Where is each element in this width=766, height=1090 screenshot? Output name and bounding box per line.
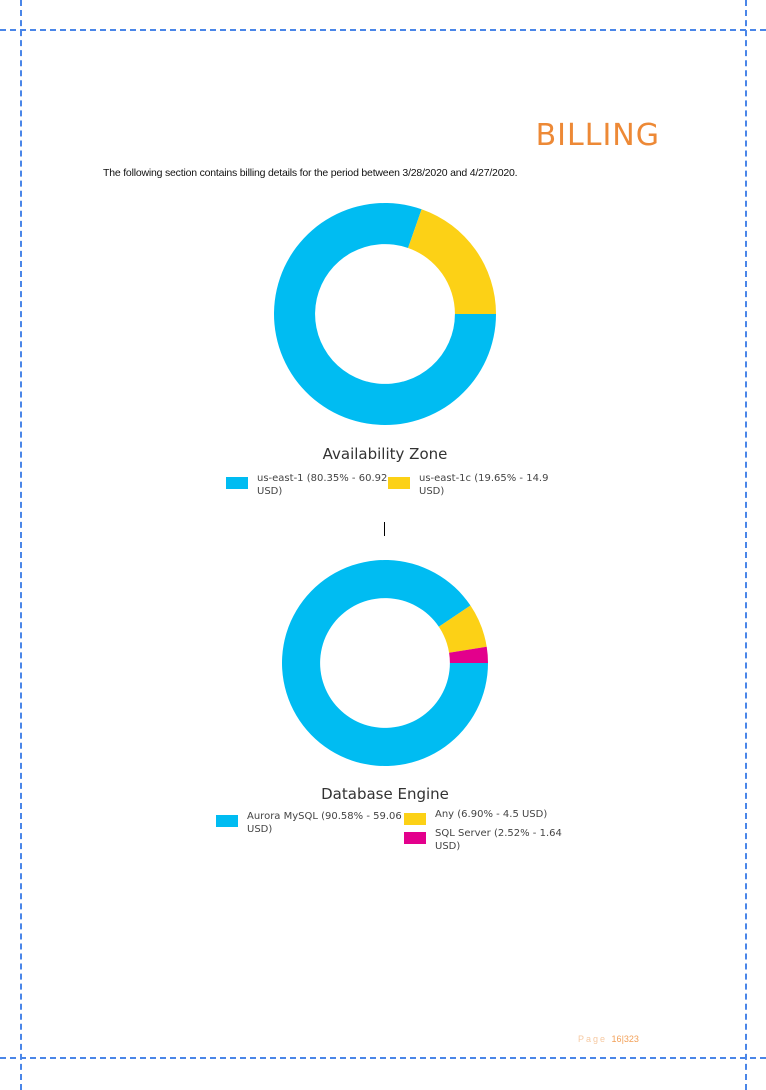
slice-any xyxy=(438,605,487,653)
slice-us-east-1c xyxy=(408,209,496,314)
legend-item-sql-server: SQL Server (2.52% - 1.64 USD) xyxy=(404,827,562,853)
intro-text: The following section contains billing d… xyxy=(103,167,518,179)
legend-label: SQL Server (2.52% - 1.64 xyxy=(435,828,562,839)
page-title: BILLING xyxy=(535,118,660,153)
legend-label: us-east-1 (80.35% - 60.92 xyxy=(257,473,388,484)
legend-swatch xyxy=(404,813,426,825)
database-engine-chart-title: Database Engine xyxy=(321,785,449,803)
footer-page-word: Page xyxy=(578,1034,608,1044)
legend-label-cont: USD) xyxy=(247,824,273,835)
legend-swatch xyxy=(388,477,410,489)
slice-sql-server xyxy=(449,646,488,663)
frame-left-line xyxy=(20,0,22,1090)
legend-label-cont: USD) xyxy=(435,841,461,852)
footer-page-number: 16 xyxy=(611,1034,622,1044)
legend-label: Aurora MySQL (90.58% - 59.06 xyxy=(247,811,402,822)
availability-zone-chart-title: Availability Zone xyxy=(322,445,448,463)
legend-item-us-east-1: us-east-1 (80.35% - 60.92 USD) xyxy=(226,472,387,498)
legend-swatch xyxy=(404,832,426,844)
slice-us-east-1 xyxy=(274,203,496,425)
legend-swatch xyxy=(226,477,248,489)
availability-zone-donut xyxy=(274,203,496,425)
legend-item-us-east-1c: us-east-1c (19.65% - 14.9 USD) xyxy=(388,472,548,498)
legend-swatch xyxy=(216,815,238,827)
legend-label-cont: USD) xyxy=(257,486,283,497)
text-cursor xyxy=(384,522,385,536)
legend-label: Any (6.90% - 4.5 USD) xyxy=(435,809,548,820)
legend-item-any: Any (6.90% - 4.5 USD) xyxy=(404,808,547,825)
slice-aurora-mysql xyxy=(282,560,488,766)
frame-bottom-line xyxy=(0,1057,766,1059)
legend-label-cont: USD) xyxy=(419,486,445,497)
footer-separator: | xyxy=(621,1034,624,1044)
database-engine-donut xyxy=(282,560,488,766)
frame-right-line xyxy=(745,0,747,1090)
frame-top-line xyxy=(0,29,766,31)
legend-item-aurora-mysql: Aurora MySQL (90.58% - 59.06 USD) xyxy=(216,810,402,836)
legend-label: us-east-1c (19.65% - 14.9 xyxy=(419,473,549,484)
page-footer: Page 16|323 xyxy=(578,1034,639,1044)
footer-total-pages: 323 xyxy=(623,1034,639,1044)
